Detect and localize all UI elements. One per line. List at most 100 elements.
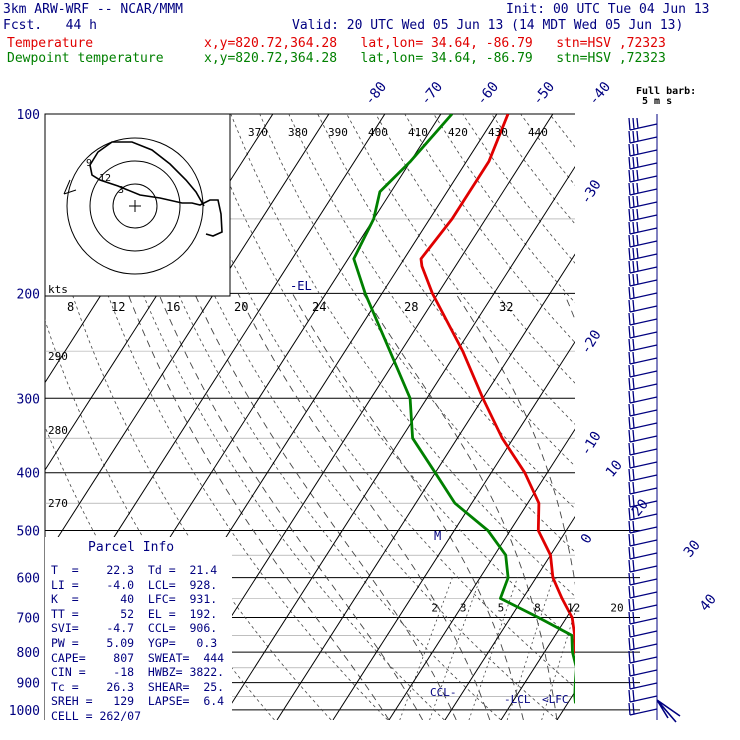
isotherm-label: -60 <box>474 79 503 109</box>
pressure-tick-label: 900 <box>17 677 40 692</box>
wind-barb <box>628 611 658 625</box>
m-annotation: M <box>434 529 441 543</box>
barb-legend-title: Full barb: <box>636 86 696 97</box>
hodograph-ring-label: 12 <box>99 173 111 184</box>
mixing-ratio-line <box>587 578 628 720</box>
wind-barb <box>628 312 658 326</box>
dewpoint-location: x,y=820.72,364.28 lat,lon= 34.64, -86.79… <box>204 51 666 66</box>
hodograph-ring-label: 9 <box>86 158 92 169</box>
dry-adiabat-line <box>143 114 558 720</box>
isotherm-label: -50 <box>530 79 559 109</box>
isotherm-line <box>388 428 575 720</box>
theta-label: 370 <box>248 126 268 139</box>
isotherm-label: 10 <box>603 457 626 480</box>
isotherm-line <box>725 114 740 720</box>
dry-adiabat-line <box>85 114 445 720</box>
theta-label: 400 <box>368 126 388 139</box>
isotherm-line <box>556 690 575 720</box>
hodo-speed-label: 28 <box>404 300 418 314</box>
dewpoint-legend: Dewpoint temperature <box>7 51 164 66</box>
wind-barb <box>628 481 658 495</box>
wind-barb <box>628 143 658 157</box>
wind-barb <box>628 533 658 547</box>
pressure-tick-label: 200 <box>17 287 40 302</box>
moist-adiabat-line <box>455 293 575 586</box>
isotherm-label: 30 <box>681 537 704 560</box>
isotherm-line <box>220 165 575 720</box>
wind-barb <box>628 520 658 534</box>
isotherm-label: -10 <box>578 429 605 459</box>
temperature-location: x,y=820.72,364.28 lat,lon= 34.64, -86.79… <box>204 36 666 51</box>
ccl-annotation: CCL- <box>430 686 457 699</box>
hodograph-trace <box>89 141 223 237</box>
moist-adiabat-line <box>292 293 524 720</box>
pressure-tick-label: 700 <box>17 612 40 627</box>
temperature-legend: Temperature <box>7 36 94 51</box>
moist-adiabat-line <box>362 293 558 720</box>
wind-barb <box>628 325 658 339</box>
wind-barb <box>628 195 658 209</box>
hodograph-ring <box>89 160 181 252</box>
wind-barb <box>628 338 658 352</box>
pressure-tick-label: 500 <box>17 524 40 539</box>
hodograph-ring <box>66 137 204 275</box>
wind-barb-surface <box>656 699 681 723</box>
theta-label: 410 <box>408 126 428 139</box>
wind-barb <box>628 468 658 482</box>
hodo-speed-label: 12 <box>111 300 125 314</box>
isotherm-line <box>669 114 740 720</box>
wind-barb <box>628 507 658 521</box>
wind-barb <box>628 390 658 404</box>
temperature-line <box>419 114 575 655</box>
isotherm-label: 40 <box>697 591 720 614</box>
forecast-hour: Fcst. 44 h <box>3 18 97 33</box>
parcel-info-title: Parcel Info <box>88 540 175 555</box>
parcel-info-row: PW = 5.09 YGP= 0.3 <box>51 635 218 650</box>
dry-adiabat-line <box>462 114 575 264</box>
isotherm-line <box>444 515 575 720</box>
wind-barb <box>628 624 658 638</box>
adiabat-label: 290 <box>48 350 68 363</box>
parcel-info-row: CAPE= 807 SWEAT= 444 <box>51 650 225 665</box>
dry-adiabat-line <box>666 114 740 720</box>
hodograph-ring-label: 3 <box>118 185 124 196</box>
mixing-ratio-label: 2 <box>431 602 438 615</box>
isotherm-label: -20 <box>578 327 605 357</box>
pressure-tick-label: 100 <box>17 108 40 123</box>
mixing-ratio-label: 20 <box>610 602 623 615</box>
wind-barb <box>628 585 658 599</box>
isotherm-line <box>500 603 575 720</box>
wind-barb <box>628 455 658 469</box>
wind-barb <box>628 494 658 508</box>
init-time: Init: 00 UTC Tue 04 Jun 13 <box>506 2 710 17</box>
parcel-info-row: CIN = -18 HWBZ= 3822. <box>51 665 225 680</box>
dry-adiabat-line <box>172 114 575 688</box>
dry-adiabat-line <box>259 114 575 553</box>
parcel-info-row: K = 40 LFC= 931. <box>51 592 218 607</box>
lfc-annotation: <LFC <box>542 693 569 706</box>
wind-barb <box>628 689 658 703</box>
valid-time: Valid: 20 UTC Wed 05 Jun 13 (14 MDT Wed … <box>292 18 684 33</box>
wind-barb <box>628 429 658 443</box>
hodo-speed-label: 32 <box>499 300 513 314</box>
dry-adiabat-line <box>230 114 575 597</box>
moist-adiabat-line <box>127 293 390 720</box>
hodograph-units-label: kts <box>48 283 68 296</box>
wind-barb <box>628 221 658 235</box>
moist-adiabat-line <box>194 293 457 720</box>
wind-barb <box>628 403 658 417</box>
dry-adiabat-line <box>201 114 575 642</box>
wind-barb <box>628 546 658 560</box>
mixing-ratio-label: 8 <box>534 602 541 615</box>
isotherm-label: -80 <box>362 79 391 109</box>
dry-adiabat-line <box>695 114 740 720</box>
moist-adiabat-line <box>158 293 423 720</box>
wind-barb <box>628 234 658 248</box>
moist-adiabat-line <box>237 293 491 720</box>
wind-barb <box>628 663 658 677</box>
dry-adiabat-line <box>404 114 575 344</box>
hodo-speed-label: 8 <box>67 300 74 314</box>
adiabat-label: 280 <box>48 424 68 437</box>
hodograph-ring <box>112 183 158 229</box>
